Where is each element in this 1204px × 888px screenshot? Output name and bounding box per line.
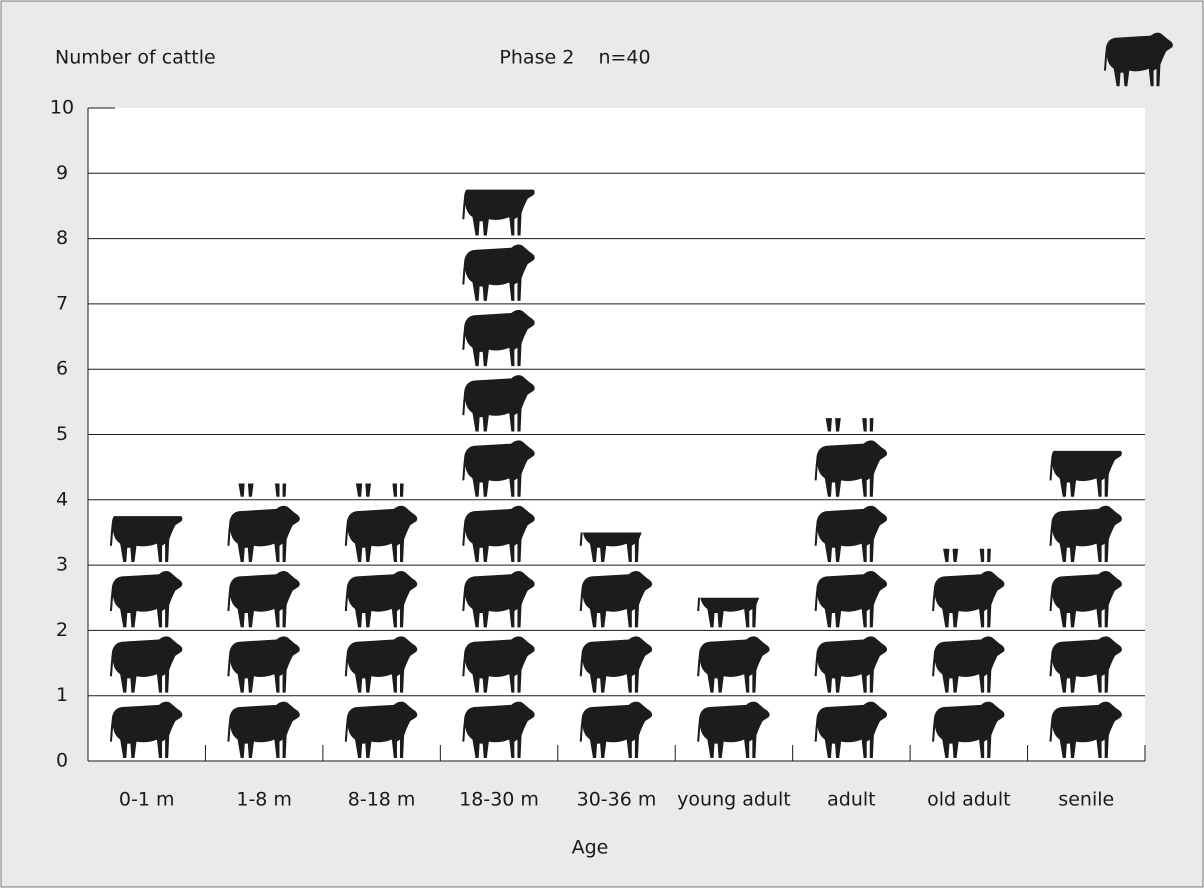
y-tick-label: 7 bbox=[56, 292, 68, 314]
y-tick-label: 4 bbox=[56, 488, 68, 510]
x-axis-title: Age bbox=[572, 837, 609, 859]
x-tick-label: old adult bbox=[927, 789, 1010, 811]
x-tick-label: 30-36 m bbox=[577, 789, 657, 811]
y-tick-label: 0 bbox=[56, 750, 68, 772]
y-tick-label: 3 bbox=[56, 554, 68, 576]
x-tick-label: 8-18 m bbox=[348, 789, 416, 811]
y-tick-label: 6 bbox=[56, 358, 68, 380]
x-tick-label: senile bbox=[1058, 789, 1114, 811]
y-tick-label: 10 bbox=[50, 97, 74, 119]
x-tick-label: adult bbox=[827, 789, 875, 811]
y-axis-title: Number of cattle bbox=[55, 47, 216, 69]
x-tick-label: 18-30 m bbox=[459, 789, 539, 811]
y-tick-label: 9 bbox=[56, 162, 68, 184]
y-tick-label: 8 bbox=[56, 227, 68, 249]
x-tick-label: 0-1 m bbox=[119, 789, 175, 811]
x-tick-label: 1-8 m bbox=[236, 789, 292, 811]
y-tick-label: 5 bbox=[56, 423, 68, 445]
y-tick-label: 1 bbox=[56, 684, 68, 706]
chart-title: Phase 2 n=40 bbox=[499, 47, 650, 69]
y-tick-label: 2 bbox=[56, 619, 68, 641]
x-tick-label: young adult bbox=[677, 789, 791, 811]
